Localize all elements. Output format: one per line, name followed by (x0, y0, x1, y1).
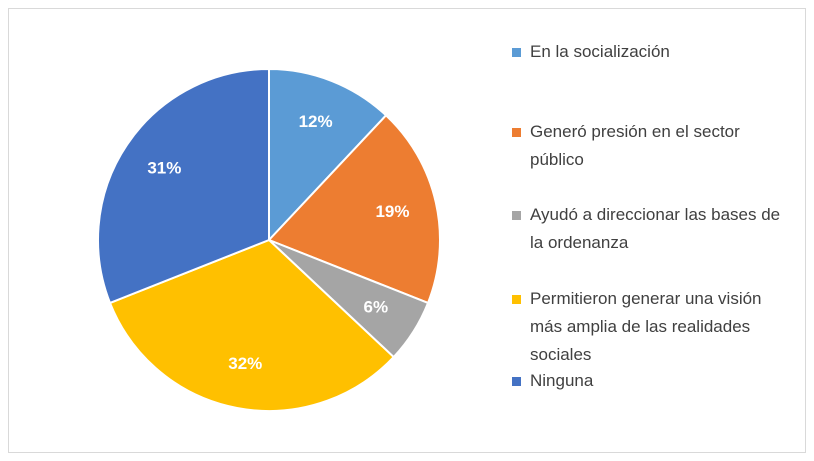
pie-slice (97, 67, 270, 305)
legend-swatch (512, 48, 521, 57)
legend-label: Ayudó a direccionar las bases de la orde… (530, 205, 781, 252)
legend-swatch (512, 211, 521, 220)
legend-swatch (512, 128, 521, 137)
legend-label: Generó presión en el sector público (530, 122, 740, 169)
data-label: 32% (228, 354, 262, 373)
data-label: 12% (299, 112, 333, 131)
data-label: 6% (364, 297, 389, 316)
pie-slice (108, 238, 396, 413)
legend-label: En la socialización (530, 42, 670, 61)
legend-label: Permitieron generar una visión más ampli… (530, 289, 762, 364)
chart-frame (8, 8, 806, 453)
data-label: 19% (375, 202, 409, 221)
legend-swatch (512, 295, 521, 304)
data-label: 31% (147, 158, 181, 177)
legend-label: Ninguna (530, 371, 594, 390)
legend-swatch (512, 377, 521, 386)
pie-slice (268, 67, 388, 243)
